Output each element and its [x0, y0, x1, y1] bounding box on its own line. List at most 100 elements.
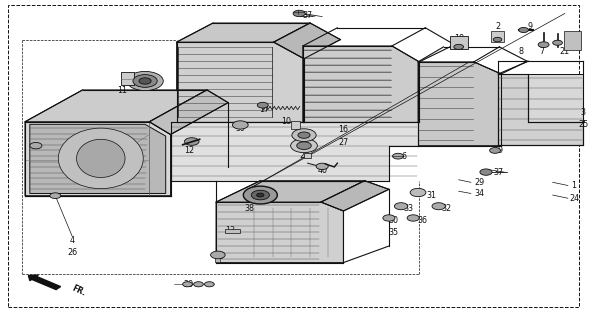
Circle shape [407, 215, 420, 221]
Circle shape [133, 75, 157, 87]
Text: 32: 32 [441, 204, 452, 213]
Circle shape [204, 282, 214, 287]
Polygon shape [498, 74, 583, 145]
Text: 34: 34 [475, 189, 485, 198]
Text: 37: 37 [493, 168, 503, 177]
Text: 38: 38 [244, 204, 254, 213]
Bar [225, 228, 240, 233]
Ellipse shape [77, 139, 125, 178]
Circle shape [30, 142, 42, 149]
Text: 19: 19 [493, 146, 503, 155]
Bar [449, 36, 468, 49]
Polygon shape [30, 124, 166, 194]
Circle shape [454, 44, 463, 50]
Bar [291, 121, 300, 129]
Text: 10: 10 [281, 117, 291, 126]
Polygon shape [176, 42, 304, 123]
Polygon shape [274, 23, 340, 59]
Text: 3: 3 [581, 108, 586, 117]
Text: 27: 27 [338, 138, 348, 147]
Polygon shape [498, 74, 583, 145]
Text: 8: 8 [519, 47, 523, 56]
Text: 12: 12 [184, 146, 194, 155]
Text: 16: 16 [339, 125, 348, 134]
Text: FR.: FR. [71, 284, 87, 298]
Circle shape [393, 153, 404, 159]
Circle shape [293, 10, 305, 17]
Text: 17: 17 [260, 105, 269, 114]
Text: 24: 24 [569, 194, 579, 203]
Circle shape [316, 163, 328, 170]
Circle shape [519, 28, 528, 33]
Text: 28: 28 [299, 151, 309, 160]
Circle shape [210, 251, 225, 259]
Text: 26: 26 [67, 248, 77, 257]
Circle shape [251, 190, 269, 200]
Text: 30: 30 [389, 216, 399, 225]
Circle shape [298, 132, 310, 138]
Circle shape [243, 186, 277, 204]
Text: 20: 20 [184, 280, 194, 289]
Text: 11: 11 [117, 86, 127, 95]
Circle shape [139, 78, 151, 84]
FancyBboxPatch shape [564, 31, 581, 50]
Circle shape [480, 169, 492, 175]
Text: 31: 31 [426, 191, 437, 200]
Circle shape [383, 215, 395, 221]
Text: 23: 23 [299, 135, 309, 144]
Text: 4: 4 [70, 236, 75, 245]
Text: 13: 13 [225, 226, 235, 235]
Text: 19: 19 [214, 252, 224, 261]
Polygon shape [176, 23, 310, 42]
Circle shape [257, 193, 264, 197]
Text: 9: 9 [528, 22, 533, 31]
Circle shape [553, 40, 562, 45]
Circle shape [257, 102, 268, 108]
Bar [215, 255, 220, 262]
Circle shape [297, 142, 311, 149]
Text: 2: 2 [496, 22, 500, 31]
Circle shape [432, 203, 445, 210]
Circle shape [493, 37, 502, 42]
Polygon shape [216, 181, 365, 202]
Circle shape [538, 42, 549, 48]
Text: 25: 25 [578, 120, 588, 130]
Text: 14: 14 [28, 141, 38, 150]
Circle shape [410, 188, 426, 197]
Bar [491, 31, 504, 42]
Polygon shape [25, 90, 207, 122]
Circle shape [291, 139, 317, 153]
FancyArrow shape [29, 275, 61, 290]
Text: 33: 33 [403, 204, 413, 213]
Text: 5: 5 [139, 76, 144, 85]
Polygon shape [321, 181, 389, 211]
Circle shape [489, 148, 500, 153]
Circle shape [127, 71, 164, 91]
Bar [121, 72, 134, 85]
Text: 29: 29 [475, 178, 485, 187]
Text: 5: 5 [294, 143, 299, 152]
Circle shape [193, 282, 203, 287]
Polygon shape [216, 202, 344, 263]
Text: 6: 6 [402, 152, 407, 161]
Circle shape [292, 129, 316, 141]
Circle shape [50, 193, 61, 198]
Text: 22: 22 [257, 194, 267, 204]
Circle shape [395, 203, 408, 210]
Text: 18: 18 [454, 35, 464, 44]
Text: 40: 40 [317, 166, 327, 175]
Circle shape [232, 121, 248, 129]
Polygon shape [25, 122, 171, 196]
Text: 21: 21 [560, 47, 570, 56]
Ellipse shape [58, 128, 143, 189]
Text: 37: 37 [302, 11, 312, 20]
Text: 39: 39 [235, 124, 246, 132]
Polygon shape [303, 46, 420, 123]
Bar [304, 153, 311, 158]
Polygon shape [150, 90, 228, 134]
Text: 35: 35 [389, 228, 399, 237]
Text: 36: 36 [417, 216, 427, 225]
Polygon shape [171, 123, 418, 181]
Circle shape [182, 282, 192, 287]
Circle shape [184, 138, 199, 145]
